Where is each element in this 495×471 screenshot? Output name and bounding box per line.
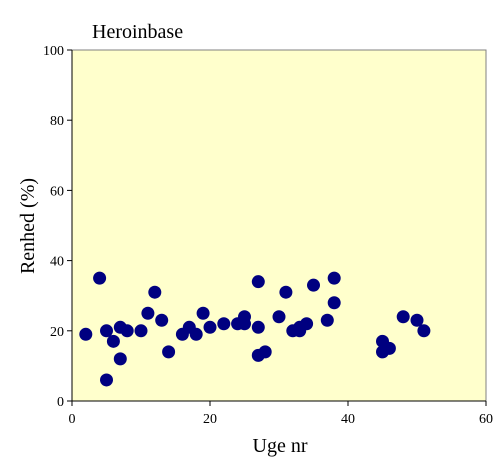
point [155, 313, 169, 327]
point [148, 285, 162, 299]
y-tick-label: 80 [50, 114, 64, 129]
point [93, 271, 107, 285]
x-axis-label: Uge nr [253, 435, 308, 457]
x-tick-label: 60 [479, 412, 493, 427]
point [320, 313, 334, 327]
point [196, 306, 210, 320]
point [279, 285, 293, 299]
point [134, 324, 148, 338]
plot-area [71, 49, 487, 402]
point [396, 310, 410, 324]
point [141, 306, 155, 320]
point [251, 320, 265, 334]
point [79, 327, 93, 341]
point [327, 271, 341, 285]
point [417, 324, 431, 338]
y-tick-label: 20 [50, 325, 64, 340]
point [189, 327, 203, 341]
point [382, 341, 396, 355]
y-axis-label: Renhed (%) [17, 178, 39, 274]
point [410, 313, 424, 327]
point [100, 373, 113, 387]
x-tick-label: 20 [203, 412, 217, 427]
y-tick-label: 60 [50, 184, 64, 199]
point [100, 324, 113, 338]
point [217, 317, 231, 331]
chart-title: Heroinbase [92, 21, 183, 43]
point [203, 320, 217, 334]
point [113, 352, 127, 366]
point [251, 275, 265, 289]
y-tick-label: 40 [50, 255, 64, 270]
point [258, 345, 272, 359]
x-tick-label: 40 [341, 412, 355, 427]
point [327, 296, 341, 310]
y-tick-label: 0 [57, 395, 64, 410]
y-tick-label: 100 [43, 44, 64, 59]
point [120, 324, 134, 338]
point [307, 278, 320, 292]
x-tick-label: 0 [69, 412, 76, 427]
point [238, 317, 251, 331]
point [300, 317, 314, 331]
point [106, 334, 120, 348]
point [162, 345, 176, 359]
point [272, 310, 286, 324]
